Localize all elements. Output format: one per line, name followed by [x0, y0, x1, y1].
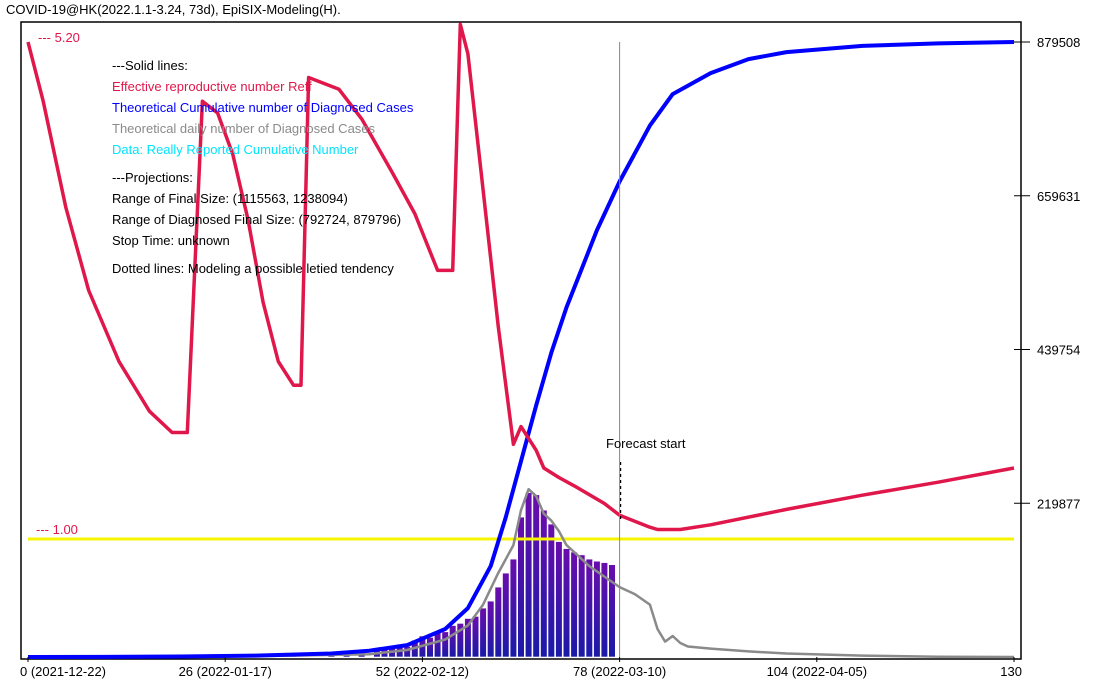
x-tick-label: 0 (2021-12-22): [20, 664, 106, 679]
reported-bar: [593, 560, 601, 658]
legend-projections-heading: ---Projections:: [112, 170, 193, 185]
axes: 0 (2021-12-22) 26 (2022-01-17) 52 (2022-02…: [20, 35, 1080, 679]
series-lines: [26, 22, 1015, 659]
y-tick-label: 659631: [1037, 189, 1080, 204]
reff-one-label: --- 1.00: [36, 522, 78, 537]
reported-bar: [600, 562, 608, 658]
legend-stop-time: Stop Time: unknown: [112, 233, 230, 248]
reff-max-label: --- 5.20: [38, 30, 80, 45]
plot-frame: [20, 21, 1022, 660]
reported-bar: [494, 586, 502, 658]
reported-bar: [456, 623, 464, 658]
reported-bar: [540, 509, 548, 658]
forecast-start-label: Forecast start: [606, 436, 686, 451]
reported-bar: [578, 554, 586, 658]
cumulative-theoretical-line: [27, 40, 1015, 659]
reported-bar: [426, 637, 434, 658]
chart-title: COVID-19@HK(2022.1.1-3.24, 73d), EpiSIX-…: [6, 2, 341, 17]
legend-item-reported: Data: Really Reported Cumulative Number: [112, 142, 359, 157]
legend-item-cumulative: Theoretical Cumulative number of Diagnos…: [112, 100, 414, 115]
reported-bar: [570, 551, 578, 658]
reported-bar: [547, 523, 555, 658]
reported-bar: [449, 625, 457, 658]
x-tick-label: 104 (2022-04-05): [767, 664, 867, 679]
reff-line: [26, 22, 1015, 532]
reported-bar: [441, 631, 449, 658]
daily-theoretical-line: [27, 487, 1015, 659]
y-tick-label: 879508: [1037, 35, 1080, 50]
legend: ---Solid lines: Effective reproductive n…: [112, 58, 414, 276]
reported-bar: [532, 494, 540, 658]
legend-item-daily: Theoretical daily number of Diagnosed Ca…: [112, 121, 376, 136]
reported-bar: [479, 607, 487, 658]
reported-bar: [471, 616, 480, 658]
x-tick-label: 130: [1000, 664, 1022, 679]
reported-bar: [524, 492, 533, 658]
x-tick-label: 52 (2022-02-12): [376, 664, 469, 679]
reported-bar: [502, 572, 510, 658]
daily-reported-bars: [24, 492, 616, 658]
y-tick-label: 219877: [1037, 496, 1080, 511]
x-tick-label: 78 (2022-03-10): [573, 664, 666, 679]
reported-bar: [433, 632, 442, 658]
reported-bar: [608, 564, 616, 658]
y-tick-label: 439754: [1037, 343, 1080, 358]
annotations: --- 5.20 --- 1.00 Forecast start: [36, 30, 686, 537]
legend-dotted-note: Dotted lines: Modeling a possible letied…: [112, 261, 394, 276]
legend-diagnosed-final-size: Range of Diagnosed Final Size: (792724, …: [112, 212, 401, 227]
legend-solid-heading: ---Solid lines:: [112, 58, 188, 73]
reported-bar: [562, 548, 571, 658]
reported-bar: [555, 541, 563, 658]
reported-bar: [585, 558, 593, 658]
reported-bar: [517, 516, 525, 658]
x-tick-label: 26 (2022-01-17): [179, 664, 272, 679]
reported-bar: [487, 600, 495, 658]
reported-bar: [509, 558, 518, 658]
legend-item-reff: Effective reproductive number Reff: [112, 79, 312, 94]
legend-final-size: Range of Final Size: (1115563, 1238094): [112, 191, 348, 206]
reported-bar: [464, 618, 472, 658]
